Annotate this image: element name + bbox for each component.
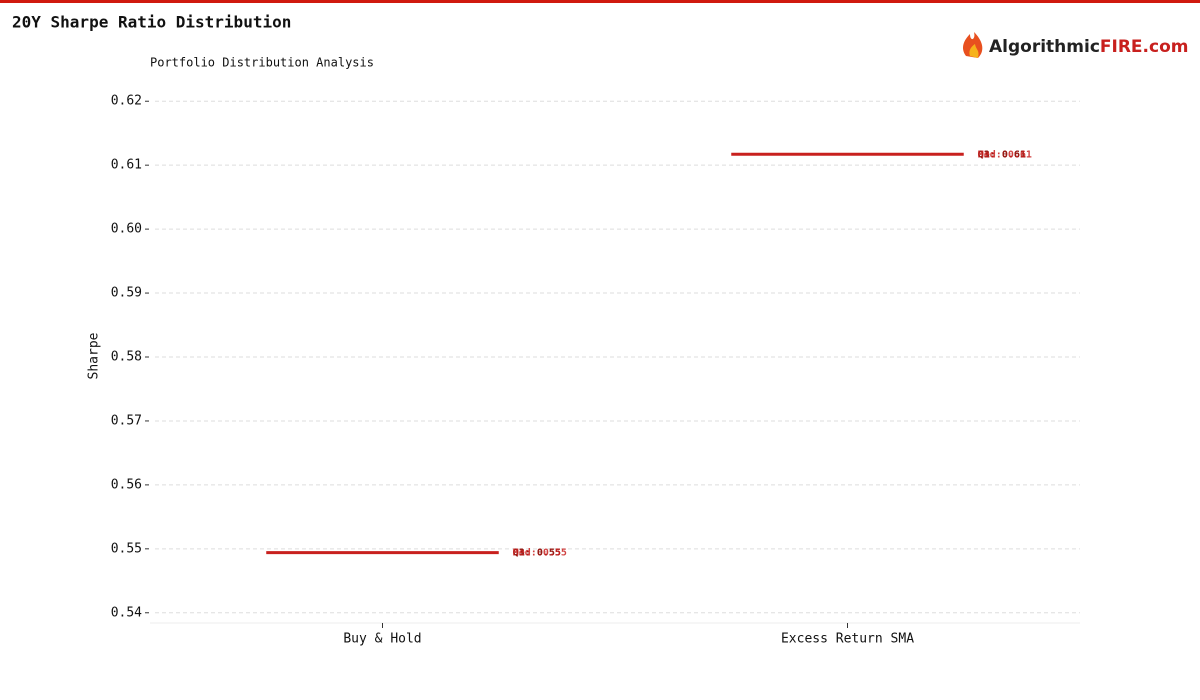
y-tick-label: 0.56 bbox=[111, 477, 142, 492]
y-tick-label: 0.60 bbox=[111, 222, 142, 237]
y-tick-label: 0.54 bbox=[111, 605, 142, 620]
logo-name: Algorithmic bbox=[989, 37, 1100, 57]
logo-flame-inner bbox=[969, 44, 979, 58]
q3-label: Q3: 0.61 bbox=[978, 149, 1026, 160]
median-label: Med: 0.61 bbox=[978, 149, 1032, 160]
logo-highlight: FIRE.com bbox=[1100, 37, 1189, 57]
y-tick-label: 0.59 bbox=[111, 286, 142, 301]
y-tick-label: 0.62 bbox=[111, 94, 142, 109]
logo: AlgorithmicFIRE.com bbox=[963, 32, 1188, 58]
chart-subtitle: Portfolio Distribution Analysis bbox=[150, 56, 374, 70]
y-axis-label: Sharpe bbox=[87, 332, 102, 379]
logo-text: AlgorithmicFIRE.com bbox=[989, 37, 1188, 57]
median-label: Med: 0.55 bbox=[513, 548, 567, 559]
y-tick-label: 0.55 bbox=[111, 541, 142, 556]
top-bar bbox=[0, 0, 1200, 3]
y-tick-label: 0.58 bbox=[111, 350, 142, 365]
y-tick-label: 0.57 bbox=[111, 413, 142, 428]
x-tick-label: Excess Return SMA bbox=[781, 632, 914, 647]
q1-label: Q1: 0.61 bbox=[978, 149, 1026, 160]
y-tick-label: 0.61 bbox=[111, 158, 142, 173]
x-tick-label: Buy & Hold bbox=[343, 632, 421, 647]
chart-title: 20Y Sharpe Ratio Distribution bbox=[12, 13, 291, 32]
q1-label: Q1: 0.55 bbox=[513, 548, 561, 559]
q3-label: Q3: 0.55 bbox=[513, 548, 561, 559]
